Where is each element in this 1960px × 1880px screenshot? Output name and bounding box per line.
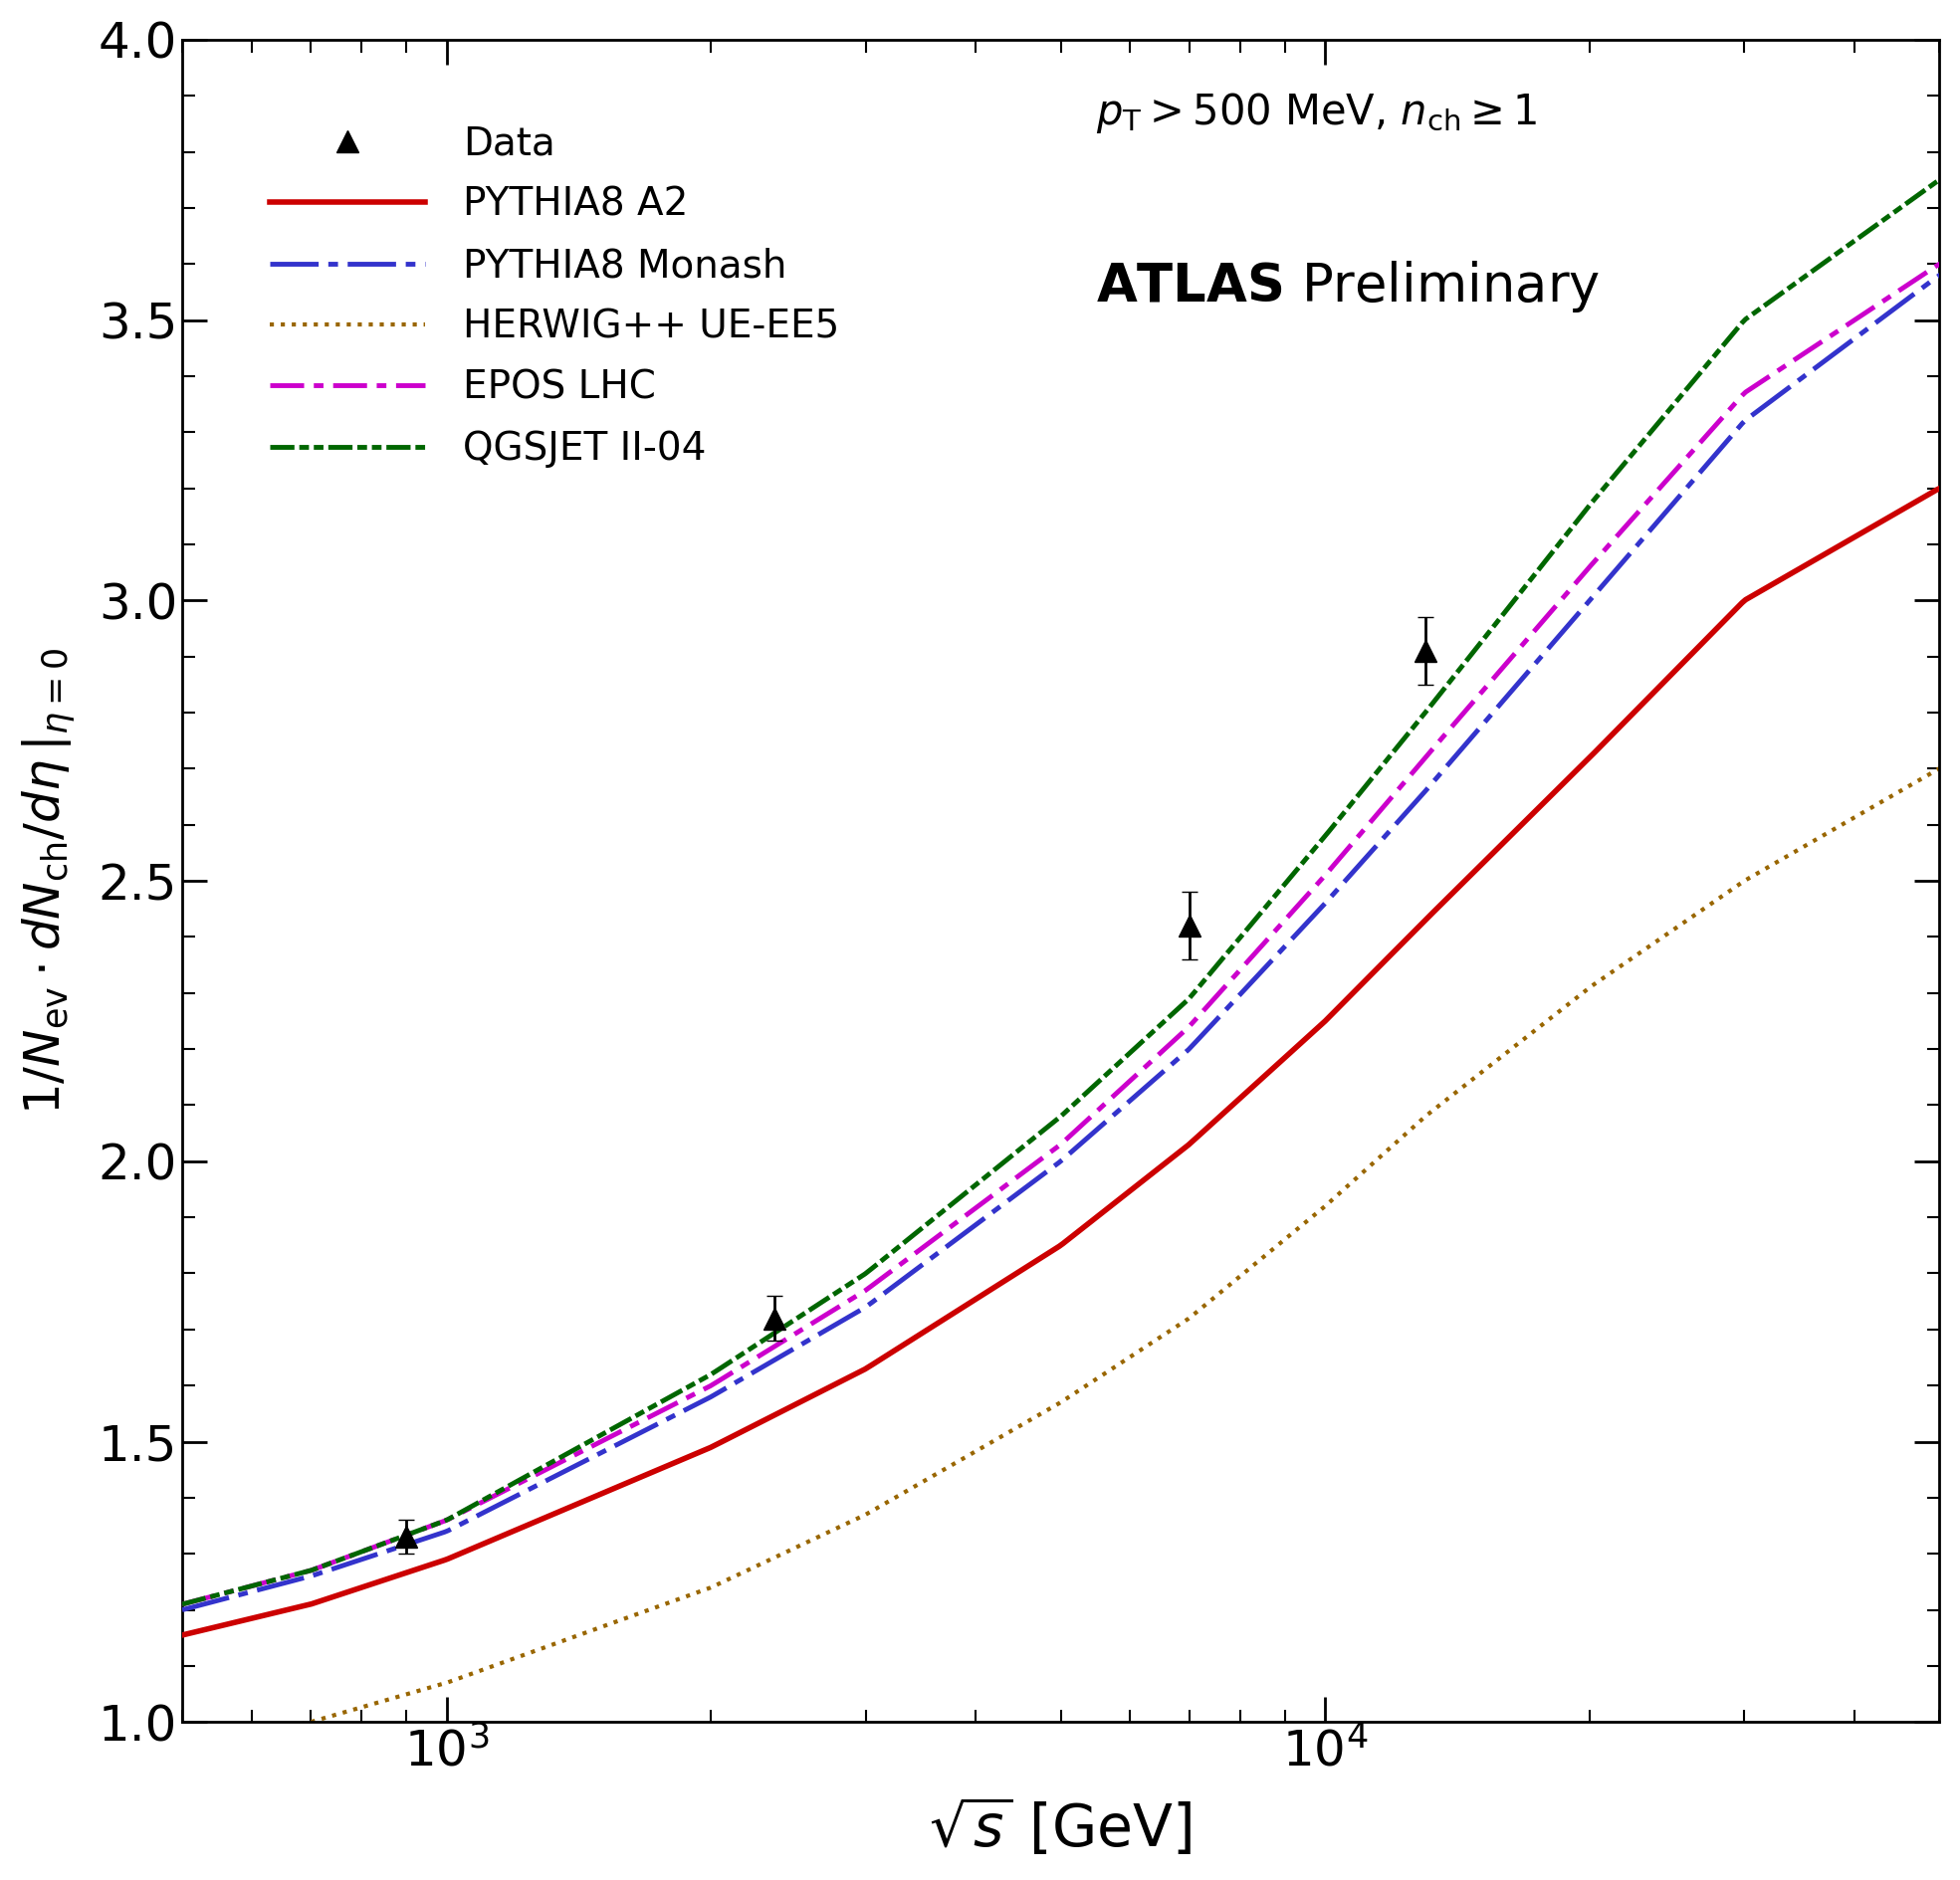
QGSJET II-04	[171, 1592, 194, 1615]
EPOS LHC	[171, 1592, 194, 1615]
QGSJET II-04	[1141, 1021, 1164, 1043]
EPOS LHC	[1921, 258, 1944, 280]
HERWIG++ UE-EE5	[1239, 1258, 1262, 1280]
PYTHIA8 A2	[1033, 1245, 1056, 1267]
Line: HERWIG++ UE-EE5: HERWIG++ UE-EE5	[182, 739, 1960, 1750]
PYTHIA8 Monash	[1929, 263, 1952, 286]
QGSJET II-04	[1641, 419, 1664, 442]
PYTHIA8 Monash	[1023, 1169, 1047, 1192]
X-axis label: $\sqrt{s}$ [GeV]: $\sqrt{s}$ [GeV]	[929, 1797, 1192, 1859]
Line: PYTHIA8 Monash: PYTHIA8 Monash	[182, 274, 1960, 1609]
QGSJET II-04	[1023, 1126, 1047, 1149]
PYTHIA8 Monash	[171, 1598, 194, 1621]
EPOS LHC	[1641, 485, 1664, 508]
PYTHIA8 A2	[1239, 1079, 1262, 1102]
PYTHIA8 A2	[1929, 478, 1952, 500]
QGSJET II-04	[1033, 1119, 1056, 1141]
PYTHIA8 A2	[1023, 1250, 1047, 1273]
HERWIG++ UE-EE5	[1141, 1331, 1164, 1354]
PYTHIA8 Monash	[1641, 517, 1664, 540]
Text: $p_{\mathrm{T}} > 500$ MeV, $n_{\mathrm{ch}} \geq 1$: $p_{\mathrm{T}} > 500$ MeV, $n_{\mathrm{…	[1096, 90, 1537, 135]
PYTHIA8 Monash	[1921, 269, 1944, 291]
PYTHIA8 A2	[1141, 1162, 1164, 1184]
Line: QGSJET II-04: QGSJET II-04	[182, 180, 1960, 1604]
HERWIG++ UE-EE5	[171, 1739, 194, 1762]
Legend: Data, PYTHIA8 A2, PYTHIA8 Monash, HERWIG++ UE-EE5, EPOS LHC, QGSJET II-04: Data, PYTHIA8 A2, PYTHIA8 Monash, HERWIG…	[255, 109, 855, 483]
PYTHIA8 Monash	[1141, 1070, 1164, 1092]
PYTHIA8 Monash	[1239, 974, 1262, 996]
HERWIG++ UE-EE5	[1023, 1406, 1047, 1429]
QGSJET II-04	[1929, 169, 1952, 192]
Text: $\mathit{\mathbf{ATLAS}}$ Preliminary: $\mathit{\mathbf{ATLAS}}$ Preliminary	[1096, 258, 1599, 314]
PYTHIA8 A2	[171, 1624, 194, 1647]
EPOS LHC	[1141, 1049, 1164, 1072]
Line: PYTHIA8 A2: PYTHIA8 A2	[182, 489, 1960, 1636]
EPOS LHC	[1033, 1145, 1056, 1167]
QGSJET II-04	[1921, 173, 1944, 196]
HERWIG++ UE-EE5	[1641, 932, 1664, 955]
EPOS LHC	[1929, 252, 1952, 274]
QGSJET II-04	[1239, 916, 1262, 938]
HERWIG++ UE-EE5	[1921, 761, 1944, 784]
PYTHIA8 A2	[1641, 682, 1664, 705]
Line: EPOS LHC: EPOS LHC	[182, 263, 1960, 1604]
PYTHIA8 Monash	[1033, 1162, 1056, 1184]
EPOS LHC	[1023, 1152, 1047, 1175]
Y-axis label: $1/N_{\mathrm{ev}} \cdot dN_{\mathrm{ch}} / d\eta\,|_{\eta=0}$: $1/N_{\mathrm{ev}} \cdot dN_{\mathrm{ch}…	[22, 647, 78, 1115]
PYTHIA8 A2	[1921, 481, 1944, 504]
HERWIG++ UE-EE5	[1033, 1401, 1056, 1423]
EPOS LHC	[1239, 948, 1262, 970]
